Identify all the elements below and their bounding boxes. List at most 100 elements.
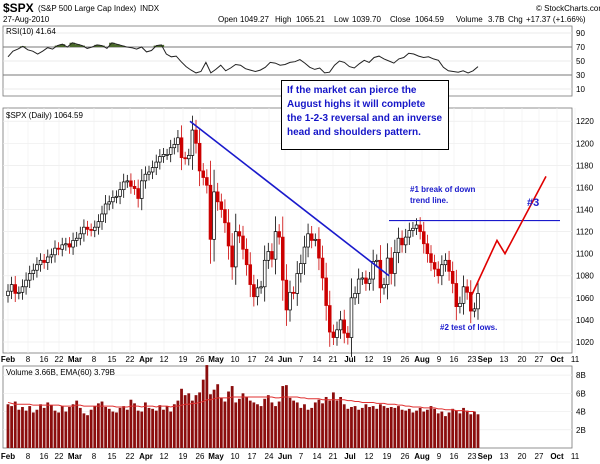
x-tick-label: 8 — [26, 452, 31, 461]
candle-body — [458, 302, 462, 307]
candle-body — [407, 230, 412, 238]
candle-body — [107, 201, 111, 205]
volume-bar — [378, 404, 382, 448]
volume-tick-label: 4B — [576, 408, 586, 417]
volume-bar — [35, 409, 39, 448]
volume-bar — [133, 403, 136, 448]
candle-body — [367, 278, 372, 284]
x-tick-label: 22 — [126, 452, 135, 461]
candle-body — [226, 222, 231, 247]
x-tick-label: 17 — [248, 452, 257, 461]
candle-body — [201, 170, 205, 178]
candle-body — [187, 155, 191, 160]
volume-bar — [331, 392, 335, 448]
candle-body — [179, 137, 184, 159]
volume-bar — [187, 393, 191, 448]
candle-body — [429, 253, 433, 263]
price-tick-label: 1180 — [576, 161, 594, 170]
volume-bar — [86, 415, 89, 448]
volume-bar — [13, 401, 17, 448]
candle-body — [309, 233, 314, 241]
rsi-label: RSI(10) 41.64 — [6, 27, 56, 36]
x-tick-label: 10 — [231, 355, 240, 364]
candle-body — [403, 236, 408, 246]
volume-bar — [100, 401, 104, 448]
volume-bar — [386, 407, 390, 448]
volume-bar — [400, 409, 404, 448]
volume-bar — [180, 388, 183, 448]
candle-body — [20, 286, 25, 293]
callout-note: If the market can pierce the August high… — [281, 80, 449, 150]
x-tick-label: 19 — [179, 452, 188, 461]
volume-bar — [104, 407, 108, 448]
x-tick-label: 23 — [468, 452, 477, 461]
candle-body — [6, 290, 10, 296]
candle-body — [418, 224, 422, 232]
volume-bar — [147, 407, 151, 448]
x-tick-label: 26 — [401, 452, 410, 461]
test-annotation: #2 test of lows. — [440, 323, 497, 332]
x-tick-label: 27 — [535, 355, 544, 364]
high-value: 1065.21 — [296, 15, 325, 24]
candle-body — [121, 181, 126, 191]
volume-bar — [335, 400, 339, 448]
volume-bar — [451, 408, 455, 448]
x-tick-label: Oct — [550, 452, 564, 461]
candle-body — [422, 231, 426, 245]
volume-bar — [346, 408, 350, 448]
volume-header-label: Volume — [456, 15, 483, 24]
low-label: Low — [334, 15, 349, 24]
candle-body — [252, 284, 256, 298]
volume-bar — [433, 408, 437, 448]
open-label: Open — [218, 15, 238, 24]
candle-body — [338, 319, 343, 331]
candle-body — [125, 180, 130, 183]
x-tick-label: 10 — [231, 452, 240, 461]
candle-body — [143, 173, 148, 182]
index-name: (S&P 500 Large Cap Index) — [38, 4, 136, 13]
price-tick-label: 1140 — [576, 206, 594, 215]
candle-body — [241, 235, 245, 250]
volume-bar — [125, 409, 129, 448]
volume-bar — [407, 408, 411, 448]
x-tick-label: Aug — [414, 355, 430, 364]
candle-body — [129, 180, 133, 187]
x-tick-label: 11 — [571, 355, 580, 364]
rsi-tick-label: 70 — [576, 43, 585, 52]
symbol: $SPX — [3, 1, 34, 15]
volume-bar — [248, 400, 252, 448]
volume-bar — [205, 365, 209, 448]
chg-label: Chg — [508, 15, 523, 24]
candle-body — [132, 186, 137, 189]
candle-body — [85, 226, 90, 230]
volume-bar — [436, 413, 440, 448]
volume-bar — [237, 398, 241, 448]
close-label: Close — [390, 15, 411, 24]
candle-body — [432, 262, 437, 270]
candle-body — [168, 147, 173, 155]
rsi-line — [7, 42, 479, 74]
candle-body — [230, 245, 234, 268]
volume-bar — [136, 410, 140, 448]
volume-bar — [476, 414, 480, 448]
x-tick-label: 21 — [329, 355, 338, 364]
x-tick-label: 24 — [265, 452, 274, 461]
volume-bar — [360, 407, 364, 448]
volume-bar — [350, 407, 353, 448]
volume-bar — [458, 413, 462, 448]
candle-body — [208, 184, 213, 240]
volume-bar — [234, 402, 238, 448]
volume-bar — [151, 408, 155, 448]
volume-bar — [310, 407, 314, 448]
candle-body — [396, 237, 401, 253]
candle-body — [78, 233, 83, 239]
candle-body — [82, 226, 86, 235]
candle-body — [31, 269, 36, 274]
volume-bar — [140, 411, 144, 448]
volume-bar — [21, 407, 24, 448]
volume-bar — [71, 404, 75, 448]
volume-bar — [190, 400, 194, 448]
volume-bar — [24, 410, 28, 448]
volume-bar — [284, 385, 288, 448]
candle-body — [205, 177, 209, 186]
